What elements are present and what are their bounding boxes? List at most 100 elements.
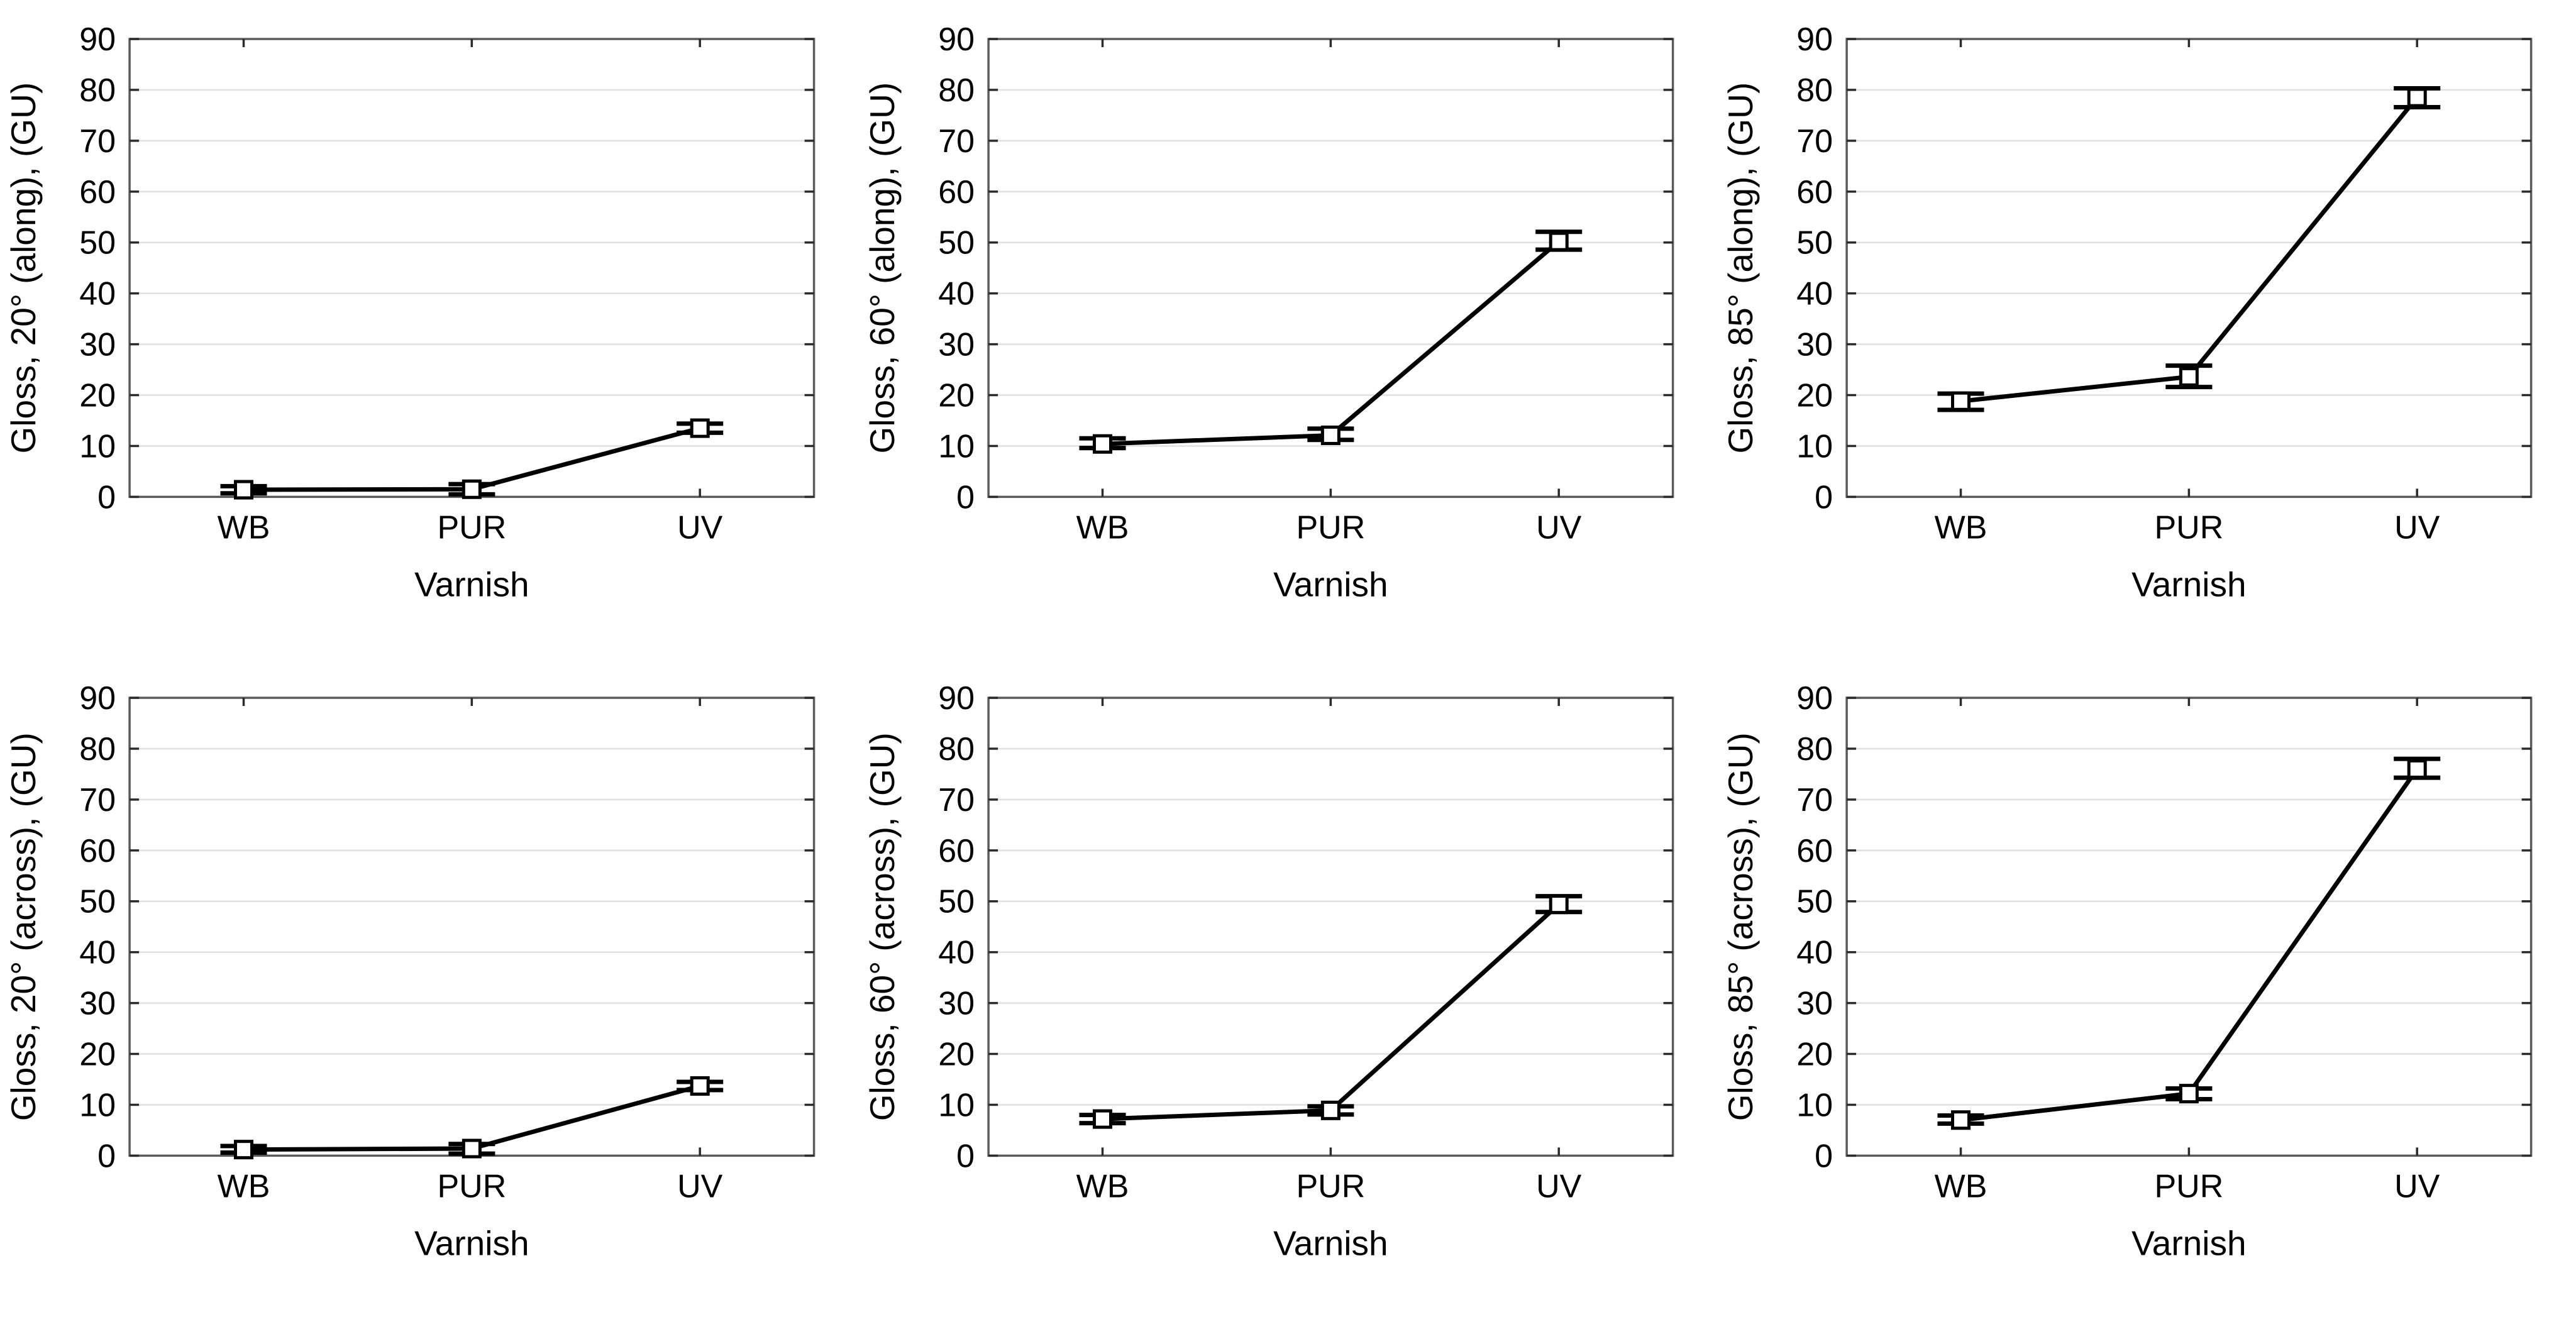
y-tick-label: 90 [1797,680,1833,717]
y-tick-label: 0 [1815,1138,1833,1174]
y-tick-label: 80 [79,72,116,109]
y-tick-label: 50 [938,225,975,262]
y-tick-label: 0 [956,479,975,515]
y-tick-label: 0 [97,1138,116,1174]
chart-panel-gloss-85-along: 0 10 20 30 40 50 60 70 80 90 WB PUR UV Gloss, 85° (al… [1717,0,2576,659]
x-axis-title: Varnish [414,565,529,603]
data-point-marker [234,1139,254,1159]
x-tick-label: UV [2394,509,2440,546]
x-tick-label: WB [1935,1168,1987,1204]
x-tick-label: UV [1536,1168,1582,1204]
x-tick-label: WB [1935,509,1987,546]
x-tick-label: PUR [437,509,506,546]
chart-gloss-85-across: 0 10 20 30 40 50 60 70 80 90 WB PUR UV Gloss, 85° (ac… [1717,658,2576,1317]
y-tick-label: 10 [938,428,975,465]
x-axis-title: Varnish [2131,1223,2246,1262]
data-point-marker [462,479,482,499]
y-tick-label: 60 [79,174,116,211]
x-tick-label: UV [677,1168,723,1204]
y-tick-label: 60 [79,832,116,869]
y-axis-title: Gloss, 60° (across), (GU) [863,732,902,1121]
data-point-marker [2407,87,2428,107]
data-point-marker [2179,1083,2199,1103]
chart-panel-gloss-60-across: 0 10 20 30 40 50 60 70 80 90 WB PUR UV Gloss, 60° (ac… [858,658,1718,1317]
x-axis-title: Varnish [2131,565,2246,603]
x-tick-label: WB [1076,509,1129,546]
data-point-marker [234,480,254,500]
y-tick-label: 40 [938,934,975,971]
plot-background [0,658,859,1317]
y-axis-title: Gloss, 85° (across), (GU) [1721,732,1760,1121]
data-point-marker [690,1076,710,1096]
y-tick-label: 60 [1797,832,1833,869]
data-point-marker [2407,759,2428,779]
y-tick-label: 90 [79,680,116,717]
y-tick-label: 80 [79,730,116,767]
y-tick-label: 90 [938,21,975,58]
y-tick-label: 30 [79,985,116,1022]
y-tick-label: 50 [1797,883,1833,920]
y-tick-label: 90 [1797,21,1833,58]
y-tick-label: 60 [938,832,975,869]
y-tick-label: 20 [79,378,116,414]
chart-panel-gloss-85-across: 0 10 20 30 40 50 60 70 80 90 WB PUR UV Gloss, 85° (ac… [1717,658,2576,1317]
y-tick-label: 80 [938,730,975,767]
y-tick-label: 10 [79,428,116,465]
y-tick-label: 10 [938,1087,975,1123]
x-axis-title: Varnish [1273,1223,1388,1262]
chart-gloss-20-along: 0 10 20 30 40 50 60 70 80 90 WB PUR UV Gloss, 20° (al… [0,0,859,659]
plot-background [1717,658,2576,1317]
data-point-marker [690,418,710,438]
y-tick-label: 50 [1797,225,1833,262]
chart-gloss-60-along: 0 10 20 30 40 50 60 70 80 90 WB PUR UV Gloss, 60° (al… [858,0,1718,659]
y-axis-title: Gloss, 20° (along), (GU) [4,82,43,454]
data-point-marker [1092,1109,1112,1129]
y-tick-label: 50 [938,883,975,920]
y-tick-label: 20 [79,1036,116,1072]
data-point-marker [1092,434,1112,454]
y-axis-title: Gloss, 85° (along), (GU) [1721,82,1760,454]
x-tick-label: WB [218,509,270,546]
data-point-marker [1320,425,1341,445]
chart-panel-gloss-60-along: 0 10 20 30 40 50 60 70 80 90 WB PUR UV Gloss, 60° (al… [858,0,1718,659]
y-tick-label: 0 [97,479,116,515]
data-point-marker [1549,231,1569,251]
plot-background [1717,0,2576,659]
y-tick-label: 40 [79,276,116,312]
x-tick-label: UV [1536,509,1582,546]
data-point-marker [1320,1100,1341,1120]
y-tick-label: 70 [1797,123,1833,160]
y-tick-label: 30 [79,327,116,363]
y-tick-label: 90 [938,680,975,717]
y-tick-label: 50 [79,883,116,920]
x-tick-label: UV [2394,1168,2440,1204]
data-point-marker [1549,894,1569,914]
data-point-marker [1951,391,1971,411]
y-tick-label: 40 [938,276,975,312]
data-point-marker [2179,366,2199,387]
y-tick-label: 20 [1797,1036,1833,1072]
data-point-marker [1951,1110,1971,1130]
plot-background [858,658,1718,1317]
y-axis-title: Gloss, 60° (along), (GU) [863,82,902,454]
x-tick-label: PUR [1296,1168,1365,1204]
y-tick-label: 30 [1797,985,1833,1022]
y-tick-label: 40 [79,934,116,971]
chart-panel-gloss-20-along: 0 10 20 30 40 50 60 70 80 90 WB PUR UV Gloss, 20° (al… [0,0,859,659]
chart-panel-gloss-20-across: 0 10 20 30 40 50 60 70 80 90 WB PUR UV Gloss, 20° (ac… [0,658,859,1317]
x-tick-label: PUR [2155,1168,2224,1204]
y-tick-label: 30 [1797,327,1833,363]
x-tick-label: UV [677,509,723,546]
x-tick-label: PUR [1296,509,1365,546]
y-tick-label: 0 [1815,479,1833,515]
y-tick-label: 70 [938,781,975,818]
y-tick-label: 90 [79,21,116,58]
y-tick-label: 70 [79,123,116,160]
y-tick-label: 70 [938,123,975,160]
y-tick-label: 20 [938,1036,975,1072]
y-tick-label: 30 [938,985,975,1022]
y-tick-label: 20 [1797,378,1833,414]
plot-background [0,0,859,659]
plot-background [858,0,1718,659]
